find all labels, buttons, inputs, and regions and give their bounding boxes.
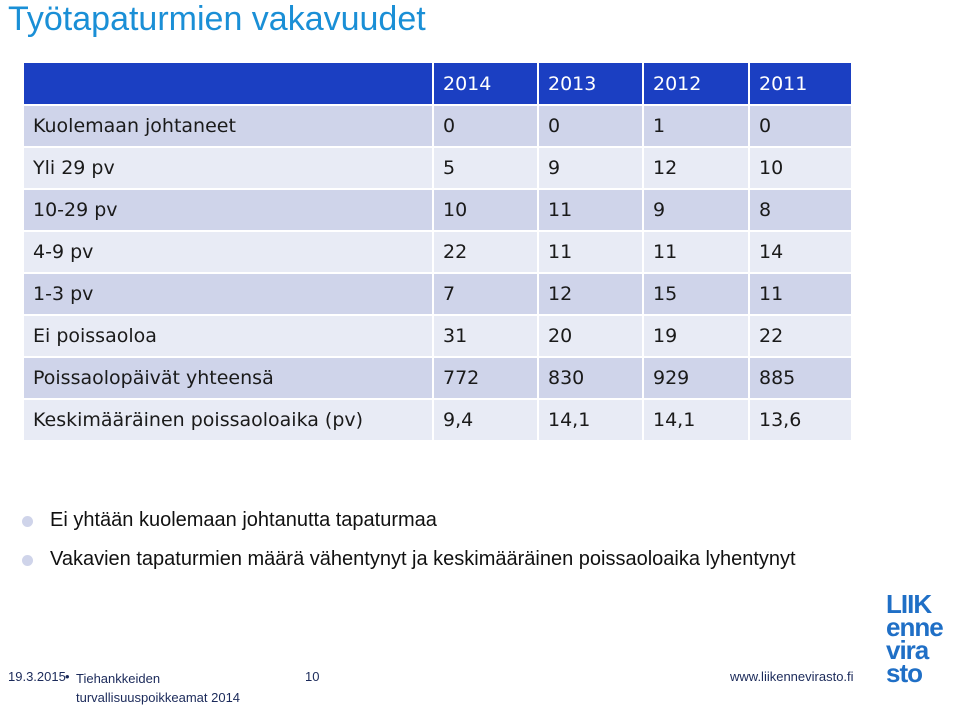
table-header-cell: 2012 — [642, 61, 750, 106]
row-label: Keskimääräinen poissaoloaika (pv) — [22, 398, 434, 442]
table-cell: 0 — [432, 104, 539, 148]
table-cell: 20 — [537, 314, 644, 358]
slide-footer: 19.3.2015 • Tiehankkeiden turvallisuuspo… — [8, 669, 948, 705]
table-cell: 9 — [642, 188, 750, 232]
row-label: 10-29 pv — [22, 188, 434, 232]
table-row: 1-3 pv 7 12 15 11 — [22, 272, 853, 316]
table-cell: 12 — [642, 146, 750, 190]
table-cell: 5 — [432, 146, 539, 190]
table-cell: 1 — [642, 104, 750, 148]
table-cell: 22 — [748, 314, 853, 358]
table-header-cell: 2013 — [537, 61, 644, 106]
table-cell: 14,1 — [642, 398, 750, 442]
injury-severity-table: 2014 2013 2012 2011 Kuolemaan johtaneet … — [22, 61, 853, 442]
bullet-item: Vakavien tapaturmien määrä vähentynyt ja… — [22, 547, 822, 572]
table-cell: 10 — [432, 188, 539, 232]
bullet-list: Ei yhtään kuolemaan johtanutta tapaturma… — [22, 508, 822, 586]
table-cell: 772 — [432, 356, 539, 400]
footer-url: www.liikennevirasto.fi — [730, 669, 854, 684]
bullet-dot-icon — [22, 516, 33, 527]
table-cell: 19 — [642, 314, 750, 358]
bullet-text: Vakavien tapaturmien määrä vähentynyt ja… — [50, 548, 796, 570]
table-cell: 11 — [642, 230, 750, 274]
table-row: 10-29 pv 10 11 9 8 — [22, 188, 853, 232]
liikennevirasto-logo: LIIK enne vira sto — [886, 589, 944, 688]
table-row: 4-9 pv 22 11 11 14 — [22, 230, 853, 274]
table-cell: 0 — [537, 104, 644, 148]
table-cell: 7 — [432, 272, 539, 316]
bullet-text: Ei yhtään kuolemaan johtanutta tapaturma… — [50, 509, 437, 531]
table-row: Kuolemaan johtaneet 0 0 1 0 — [22, 104, 853, 148]
table-cell: 10 — [748, 146, 853, 190]
table-cell: 11 — [748, 272, 853, 316]
table-header-cell: 2011 — [748, 61, 853, 106]
table-cell: 9,4 — [432, 398, 539, 442]
table-cell: 0 — [748, 104, 853, 148]
table-cell: 12 — [537, 272, 644, 316]
table-header-row: 2014 2013 2012 2011 — [22, 61, 853, 106]
footer-page-number: 10 — [305, 669, 320, 684]
table-cell: 22 — [432, 230, 539, 274]
row-label: 4-9 pv — [22, 230, 434, 274]
table-cell: 13,6 — [748, 398, 853, 442]
footer-separator-icon: • — [65, 669, 70, 684]
bullet-dot-icon — [22, 555, 33, 566]
bullet-item: Ei yhtään kuolemaan johtanutta tapaturma… — [22, 508, 822, 533]
row-label: Ei poissaoloa — [22, 314, 434, 358]
table-cell: 929 — [642, 356, 750, 400]
table-cell: 14 — [748, 230, 853, 274]
table-header-cell: 2014 — [432, 61, 539, 106]
table-cell: 830 — [537, 356, 644, 400]
table-cell: 9 — [537, 146, 644, 190]
table-cell: 14,1 — [537, 398, 644, 442]
row-label: Poissaolopäivät yhteensä — [22, 356, 434, 400]
table-cell: 885 — [748, 356, 853, 400]
table-cell: 11 — [537, 188, 644, 232]
table-row: Yli 29 pv 5 9 12 10 — [22, 146, 853, 190]
table-cell: 8 — [748, 188, 853, 232]
row-label: 1-3 pv — [22, 272, 434, 316]
footer-date: 19.3.2015 — [8, 669, 66, 684]
table-cell: 11 — [537, 230, 644, 274]
table-row: Keskimääräinen poissaoloaika (pv) 9,4 14… — [22, 398, 853, 442]
slide-title: Työtapaturmien vakavuudet — [8, 0, 426, 38]
row-label: Yli 29 pv — [22, 146, 434, 190]
table-row: Poissaolopäivät yhteensä 772 830 929 885 — [22, 356, 853, 400]
table-header-cell — [22, 61, 434, 106]
table-cell: 31 — [432, 314, 539, 358]
table-row: Ei poissaoloa 31 20 19 22 — [22, 314, 853, 358]
row-label: Kuolemaan johtaneet — [22, 104, 434, 148]
footer-source: Tiehankkeiden turvallisuuspoikkeamat 201… — [76, 671, 241, 705]
table-cell: 15 — [642, 272, 750, 316]
